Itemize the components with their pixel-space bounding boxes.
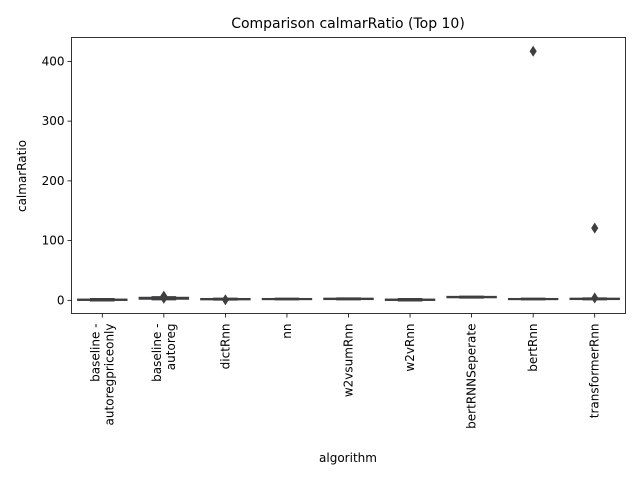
x-tick-label: transformerRnn xyxy=(588,324,602,419)
y-tick-label: 400 xyxy=(42,54,65,68)
x-tick-label-line: bertRNNSeperate xyxy=(465,324,479,429)
x-tick-label: w2vsumRnn xyxy=(342,324,356,398)
outlier-point xyxy=(221,294,229,306)
x-tick-label-line: transformerRnn xyxy=(588,324,602,419)
x-tick-label: w2vRnn xyxy=(403,324,417,372)
x-tick-label: dictRnn xyxy=(218,324,232,370)
x-tick-label: baseline - autoreg xyxy=(150,324,178,382)
x-tick-label-line: autoreg xyxy=(164,324,178,371)
plot-frame xyxy=(71,37,626,314)
x-tick-label: bertRnn xyxy=(526,324,540,372)
x-tick-label-line: bertRnn xyxy=(526,324,540,372)
x-tick-label-line: nn xyxy=(280,324,294,339)
x-tick-label: bertRNNSeperate xyxy=(465,324,479,429)
x-tick-label-line: autoregpriceonly xyxy=(102,324,116,426)
chart-title: Comparison calmarRatio (Top 10) xyxy=(231,16,465,32)
y-tick-label: 0 xyxy=(57,293,65,307)
outlier-point xyxy=(591,222,599,234)
y-tick-label: 300 xyxy=(42,114,65,128)
x-tick-label: nn xyxy=(280,324,294,339)
x-tick-label-line: baseline - xyxy=(88,324,102,382)
x-tick-label-line: dictRnn xyxy=(218,324,232,370)
outlier-point xyxy=(591,292,599,304)
x-tick-label-line: baseline - xyxy=(150,324,164,382)
y-tick-label: 200 xyxy=(42,174,65,188)
y-axis-label: calmarRatio xyxy=(15,140,29,212)
outlier-point xyxy=(529,45,537,57)
x-tick-label-line: w2vRnn xyxy=(403,324,417,372)
y-tick-label: 100 xyxy=(42,234,65,248)
x-tick-label-line: w2vsumRnn xyxy=(342,324,356,398)
x-tick-label: baseline - autoregpriceonly xyxy=(88,324,116,426)
x-axis-label: algorithm xyxy=(319,451,377,465)
outlier-point xyxy=(160,292,168,304)
